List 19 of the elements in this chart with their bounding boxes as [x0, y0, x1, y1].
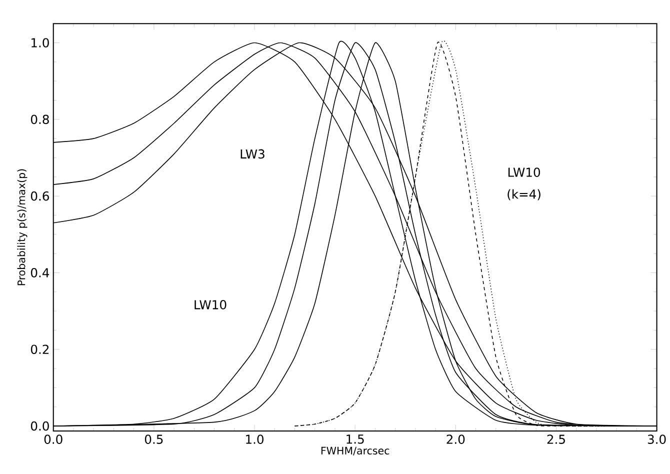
x-tick-label: 3.0 — [648, 434, 666, 444]
y-axis-title: Probability p(s)/max(p) — [17, 169, 28, 286]
annotation: (k=4) — [508, 189, 540, 200]
y-tick-label: 0.8 — [30, 114, 49, 124]
annotation: LW3 — [240, 149, 264, 159]
x-tick-label: 0.5 — [144, 434, 163, 444]
y-tick-label: 0.2 — [30, 344, 49, 354]
annotation: LW10 — [508, 168, 540, 177]
x-tick-label: 2.0 — [446, 434, 465, 444]
y-tick-label: 1.0 — [32, 38, 49, 48]
y-tick-label: 0.0 — [30, 421, 49, 431]
y-tick-label: 0.4 — [30, 268, 50, 278]
x-tick-label: 0.0 — [44, 434, 62, 444]
x-tick-label: 1.0 — [246, 434, 264, 444]
x-tick-label: 1.5 — [346, 434, 364, 444]
x-axis-title: FWHM/arcsec — [321, 446, 390, 456]
y-tick-label: 0.6 — [30, 191, 49, 201]
x-tick-label: 2.5 — [547, 434, 565, 444]
annotation: LW10 — [194, 300, 226, 310]
